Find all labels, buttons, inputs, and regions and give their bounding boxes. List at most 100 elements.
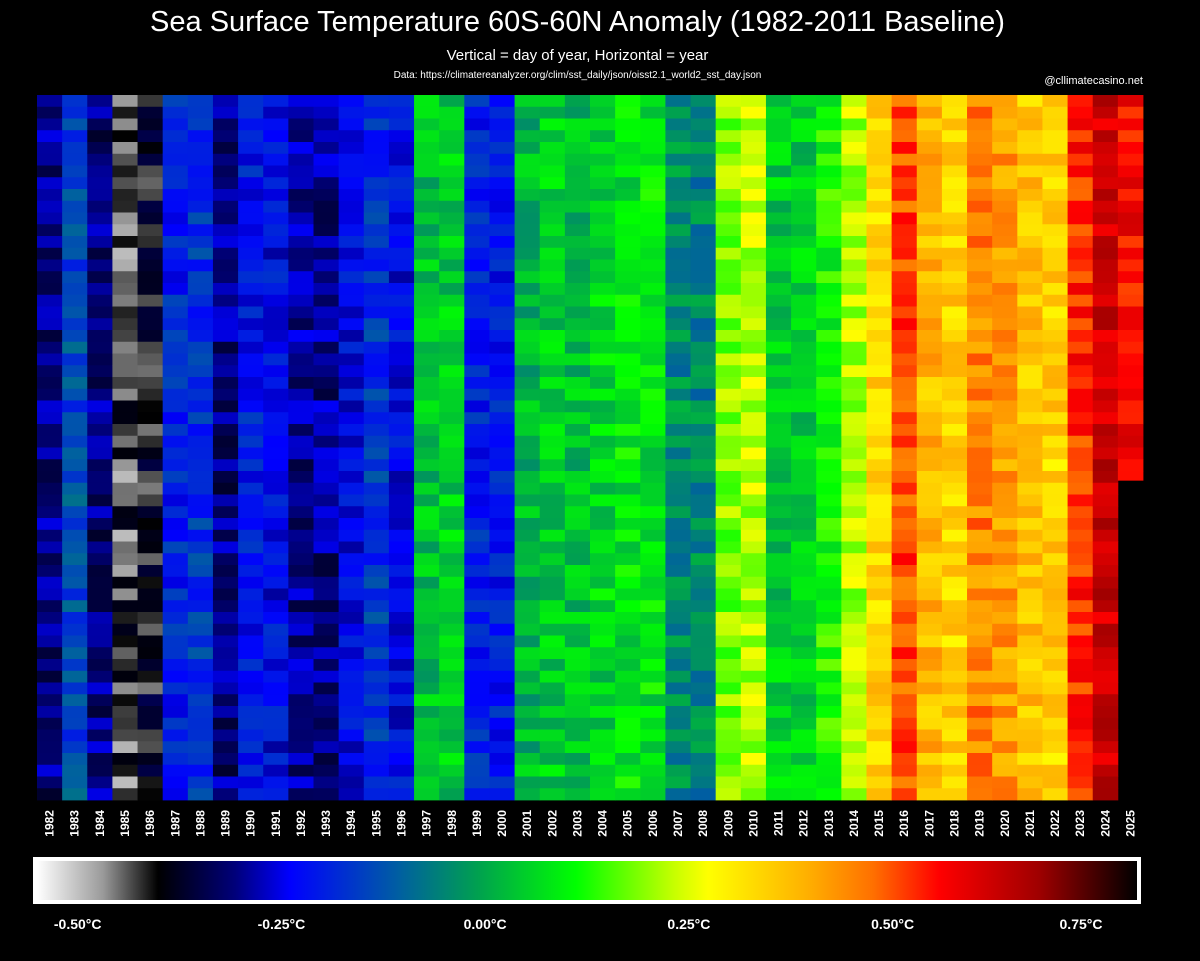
heatmap-cell: [539, 600, 566, 613]
heatmap-cell: [137, 142, 164, 155]
heatmap-cell: [464, 717, 490, 730]
heatmap-cell: [765, 153, 792, 166]
heatmap-cell: [288, 365, 314, 378]
heatmap-cell: [1017, 459, 1043, 472]
heatmap-cell: [967, 482, 993, 495]
heatmap-cell: [363, 565, 390, 578]
heatmap-cell: [514, 518, 541, 531]
heatmap-cell: [87, 776, 113, 789]
heatmap-cell: [112, 717, 138, 730]
heatmap-cell: [992, 612, 1018, 625]
heatmap-cell: [187, 694, 214, 707]
heatmap-cell: [212, 165, 239, 178]
heatmap-cell: [916, 424, 943, 437]
heatmap-cell: [112, 224, 138, 237]
heatmap-cell: [187, 142, 214, 155]
heatmap-cell: [363, 447, 390, 460]
heatmap-cell: [514, 318, 541, 331]
heatmap-cell: [916, 659, 943, 672]
heatmap-cell: [891, 682, 918, 695]
heatmap-cell: [967, 706, 993, 719]
heatmap-cell: [791, 670, 817, 683]
x-tick-label: 2009: [721, 810, 735, 837]
heatmap-cell: [665, 142, 691, 155]
heatmap-cell: [112, 494, 138, 507]
heatmap-cell: [590, 412, 616, 425]
heatmap-cell: [87, 459, 113, 472]
heatmap-cell: [564, 659, 591, 672]
heatmap-cell: [288, 424, 314, 437]
heatmap-cell: [891, 776, 918, 789]
heatmap-cell: [841, 435, 867, 448]
heatmap-cell: [439, 400, 465, 413]
heatmap-cell: [137, 764, 164, 777]
heatmap-cell: [1092, 494, 1119, 507]
heatmap-cell: [992, 471, 1018, 484]
heatmap-cell: [1092, 741, 1119, 754]
heatmap-cell: [640, 764, 666, 777]
heatmap-cell: [1042, 435, 1068, 448]
heatmap-cell: [1042, 659, 1068, 672]
heatmap-cell: [62, 95, 88, 108]
heatmap-cell: [1017, 529, 1043, 542]
heatmap-cell: [212, 118, 239, 131]
heatmap-cell: [640, 212, 666, 225]
heatmap-cell: [765, 788, 792, 801]
heatmap-cell: [388, 553, 415, 566]
heatmap-cell: [514, 459, 541, 472]
heatmap-cell: [112, 670, 138, 683]
heatmap-cell: [414, 471, 440, 484]
heatmap-cell: [338, 306, 365, 319]
heatmap-cell: [841, 788, 867, 801]
heatmap-cell: [590, 764, 616, 777]
heatmap-cell: [916, 294, 943, 307]
heatmap-cell: [514, 294, 541, 307]
heatmap-cell: [62, 447, 88, 460]
heatmap-cell: [539, 588, 566, 601]
heatmap-cell: [238, 130, 264, 143]
heatmap-cell: [615, 142, 641, 155]
heatmap-cell: [62, 330, 88, 343]
heatmap-cell: [489, 635, 515, 648]
heatmap-cell: [464, 330, 490, 343]
heatmap-cell: [615, 659, 641, 672]
heatmap-cell: [439, 482, 465, 495]
heatmap-cell: [263, 353, 289, 366]
heatmap-cell: [916, 224, 943, 237]
heatmap-cell: [112, 576, 138, 589]
heatmap-cell: [414, 200, 440, 213]
heatmap-cell: [137, 565, 164, 578]
heatmap-cell: [162, 776, 189, 789]
heatmap-cell: [816, 529, 842, 542]
heatmap-cell: [313, 576, 340, 589]
heatmap-cell: [162, 741, 189, 754]
heatmap-cell: [238, 541, 264, 554]
heatmap-cell: [87, 471, 113, 484]
heatmap-cell: [187, 565, 214, 578]
heatmap-cell: [162, 529, 189, 542]
x-tick-label: 2024: [1098, 810, 1112, 837]
heatmap-cell: [338, 247, 365, 260]
heatmap-cell: [1092, 271, 1119, 284]
heatmap-cell: [916, 388, 943, 401]
x-tick-label: 1999: [470, 810, 484, 837]
heatmap-cell: [791, 177, 817, 190]
heatmap-cell: [137, 365, 164, 378]
heatmap-cell: [615, 494, 641, 507]
heatmap-cell: [162, 553, 189, 566]
heatmap-cell: [514, 283, 541, 296]
heatmap-cell: [1092, 165, 1119, 178]
heatmap-cell: [841, 764, 867, 777]
year-column-2004: [590, 95, 616, 801]
heatmap-cell: [238, 412, 264, 425]
heatmap-cell: [866, 259, 893, 272]
heatmap-cell: [1092, 670, 1119, 683]
heatmap-cell: [62, 400, 88, 413]
heatmap-cell: [916, 541, 943, 554]
heatmap-cell: [1117, 106, 1144, 119]
heatmap-cell: [1067, 776, 1094, 789]
heatmap-cell: [941, 506, 968, 519]
x-tick-label: 2016: [897, 810, 911, 837]
heatmap-cell: [414, 365, 440, 378]
heatmap-cell: [941, 471, 968, 484]
